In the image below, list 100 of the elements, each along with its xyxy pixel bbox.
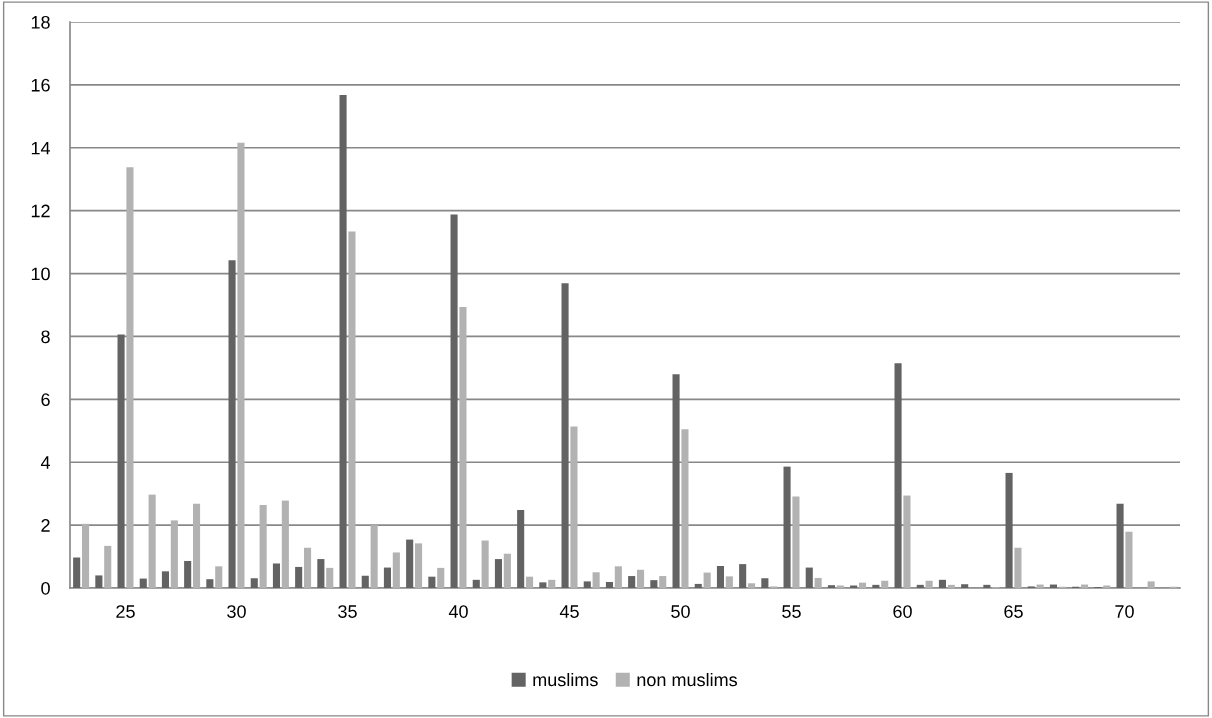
x-tick-label: 50 <box>671 605 690 618</box>
bar <box>961 584 969 588</box>
bar <box>192 503 201 588</box>
y-tick-label: 10 <box>31 267 50 281</box>
bar <box>916 584 924 588</box>
y-tick-label: 6 <box>41 393 50 407</box>
bar <box>1116 503 1124 588</box>
legend-label: non muslims <box>637 672 738 687</box>
bar <box>850 585 858 588</box>
bar <box>494 559 503 588</box>
bar <box>983 584 991 588</box>
bar <box>170 520 178 588</box>
x-tick-label: 40 <box>448 605 468 618</box>
bar <box>206 579 214 588</box>
bar <box>1005 472 1013 588</box>
bar <box>259 504 267 588</box>
bar <box>881 580 889 588</box>
bar <box>614 566 622 588</box>
bar <box>947 584 955 588</box>
bar <box>450 214 458 588</box>
bar <box>1147 581 1155 588</box>
y-tick-label: 16 <box>31 78 50 92</box>
bar <box>650 580 658 588</box>
bar <box>783 466 791 588</box>
bar <box>570 426 578 588</box>
bar <box>139 578 147 588</box>
x-tick-label: 60 <box>893 605 912 618</box>
bar <box>872 584 880 588</box>
bar <box>295 566 303 588</box>
bar <box>548 579 556 588</box>
y-tick-label: 2 <box>41 519 50 532</box>
bar <box>605 582 614 588</box>
legend-label: muslims <box>533 672 598 687</box>
bar <box>459 306 467 588</box>
bar <box>858 582 867 588</box>
bar <box>681 429 689 588</box>
bar <box>938 579 947 588</box>
bar <box>827 585 836 588</box>
bar <box>472 579 480 588</box>
bar <box>703 572 711 588</box>
bar <box>1014 547 1022 588</box>
bar <box>215 566 223 588</box>
bar <box>792 496 800 588</box>
bar <box>694 583 702 588</box>
bar <box>659 576 667 588</box>
x-tick-label: 65 <box>1004 605 1023 618</box>
bar <box>348 231 356 588</box>
bar <box>836 585 844 588</box>
bar <box>925 580 933 588</box>
bar <box>539 582 547 588</box>
bar <box>583 581 591 588</box>
bar <box>437 567 445 588</box>
bar <box>1125 531 1133 588</box>
bar <box>126 167 134 588</box>
bar <box>383 567 392 588</box>
bar <box>525 576 534 588</box>
bar <box>250 578 258 588</box>
bar <box>281 500 289 588</box>
y-tick-label: 14 <box>31 141 51 155</box>
bar <box>747 583 756 588</box>
bar <box>716 565 725 588</box>
bar <box>326 567 334 588</box>
bar <box>894 363 902 588</box>
bar <box>725 576 733 588</box>
bar <box>503 553 511 588</box>
x-tick-label: 25 <box>116 605 135 618</box>
bar <box>339 94 347 588</box>
bar <box>672 374 680 588</box>
bar <box>104 545 112 588</box>
bar <box>517 510 525 588</box>
y-tick-label: 8 <box>41 330 50 344</box>
bar <box>95 575 103 588</box>
x-tick-label: 70 <box>1115 605 1134 618</box>
bar <box>161 571 170 588</box>
bar <box>272 563 281 588</box>
bar <box>184 560 192 588</box>
bar <box>761 578 769 588</box>
bar <box>428 576 436 588</box>
y-tick-label: 0 <box>41 581 50 595</box>
bar <box>317 559 325 588</box>
bar <box>361 575 369 588</box>
bar <box>814 577 822 588</box>
bar <box>628 576 636 588</box>
bar <box>228 260 236 588</box>
bar <box>739 564 747 588</box>
bar <box>303 547 312 588</box>
bar <box>414 543 423 588</box>
bar <box>73 557 81 588</box>
bar <box>903 495 911 588</box>
x-tick-label: 35 <box>338 605 357 618</box>
bar <box>805 567 813 588</box>
bar <box>561 283 569 588</box>
x-tick-label: 45 <box>559 605 579 618</box>
y-tick-label: 12 <box>31 204 50 218</box>
bar <box>81 523 90 588</box>
x-tick-label: 30 <box>227 605 246 618</box>
y-tick-label: 18 <box>31 15 50 29</box>
y-tick-label: 4 <box>40 456 51 469</box>
bar <box>481 540 489 588</box>
bar <box>636 569 645 588</box>
